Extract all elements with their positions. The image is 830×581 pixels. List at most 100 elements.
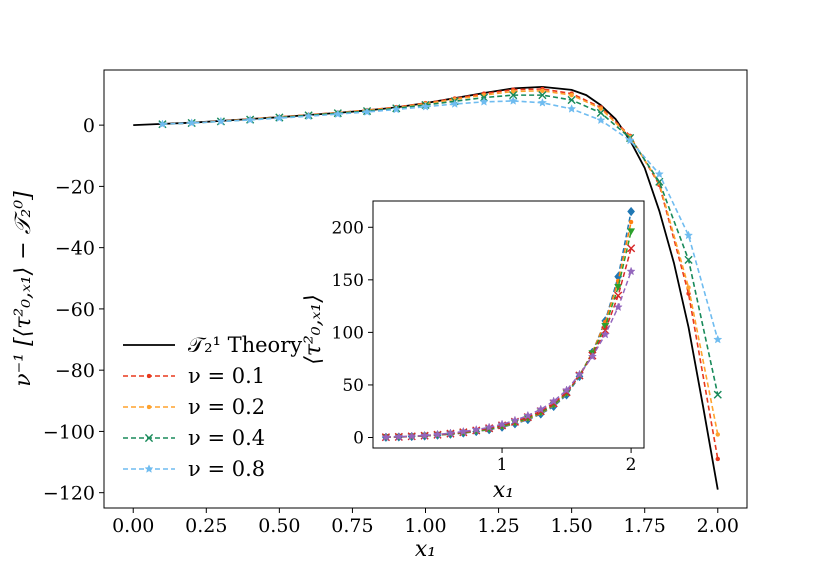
main-plot: 0.00 0.25 0.50 0.75 1.00 1.25 1.50 1.75 2.00 0 −20… [11,69,748,562]
inset-series-4-point [561,385,572,395]
x-tick-label: 1.25 [477,515,519,537]
inset-plot: 1 2 0 50 100 150 200 x₁ ⟨τ²₀,ₓ₁⟩ [301,200,645,503]
series-3-point [713,390,722,399]
inset-series-4-point [497,419,507,429]
series-4-point [713,334,723,344]
inset-series-2-point [614,284,623,291]
x-tick-label: 0.25 [185,515,227,537]
series-4-point [567,104,577,113]
series-4-point [420,101,431,111]
series-3-point [567,95,576,105]
inset-series-4-point [381,432,391,442]
inset-series-4-point [549,396,559,406]
series-4-point [625,135,635,145]
inset-series-1-point [628,219,634,225]
inset-series-4-point [445,428,456,438]
inset-series-4-point [510,415,520,425]
series-2-point [598,106,604,111]
series-3-point [538,91,547,100]
legend-marker-4 [144,464,154,473]
inset-series-4-point [600,329,610,339]
series-1-point [715,456,721,462]
series-4-point [596,115,606,125]
y-tick-label: −120 [43,483,95,505]
series-2-point [569,92,574,98]
series-2-point [715,432,721,437]
y-tick-label: −20 [55,176,95,198]
inset-x-axis-label: x₁ [493,478,514,503]
y-tick-label: −40 [55,238,95,260]
series-4-point [537,97,547,107]
series-4-point [187,118,197,127]
inset-series-4-point [626,266,636,276]
x-tick-label: 0.75 [331,515,373,537]
inset-series-4-point [407,431,417,441]
series-2-point [686,285,691,290]
inset-series-4-point [458,426,468,436]
y-tick-label: −80 [55,360,95,382]
inset-frame [372,200,645,449]
y-axis-label: ν⁻¹ [⟨τ²₀,ₓ₁⟩ − 𝒯₂⁰] [11,191,36,387]
series-4-point [683,230,694,240]
series-4-point [362,107,372,116]
series-4-point [333,109,343,119]
series-4-point [245,115,255,124]
series-2-point [540,88,545,94]
inset-background [373,201,644,448]
legend-label: ν = 0.2 [188,395,265,419]
x-tick-label: 1.75 [624,515,666,537]
inset-y-tick-label: 50 [342,376,364,396]
inset-x-tick-label: 1 [497,455,508,475]
inset-series-0-point [627,206,636,217]
inset-series-4-point [484,422,494,432]
x-tick-label: 0.50 [258,515,300,537]
inset-y-tick-label: 150 [332,271,364,291]
series-4-point [157,119,168,129]
series-4-point [391,104,401,114]
inset-series-4-point [574,369,585,379]
series-2-point [510,89,516,94]
series-4-point [450,99,460,108]
series-3-point [684,255,693,264]
inset-series-3-point [614,291,623,300]
inset-series-4-point [420,430,430,440]
y-tick-label: 0 [83,115,95,137]
series-4-point [654,169,664,179]
x-tick-label: 1.50 [550,515,592,537]
inset-series-4-point [587,351,597,361]
series-4-point [304,111,314,121]
legend-label: ν = 0.8 [188,457,265,481]
series-4-point [508,96,518,105]
x-tick-label: 1.00 [404,515,446,537]
series-3-point [596,108,605,117]
inset-x-tick-label: 2 [626,455,637,475]
inset-series-3-point [627,244,636,253]
inset-series-2-point [627,228,636,236]
inset-y-axis-label: ⟨τ²₀,ₓ₁⟩ [301,294,326,365]
series-3-point [509,91,518,100]
legend-label: 𝒯₂¹ Theory [188,333,302,357]
legend-marker-1 [146,373,152,379]
inset-y-tick-label: 200 [332,218,364,238]
x-tick-label: 0.00 [112,515,154,537]
inset-series-4-point [432,429,443,439]
inset-y-tick-label: 100 [332,323,364,343]
legend-marker-3 [144,433,154,443]
series-4-point [479,97,489,106]
series-4-point [216,116,226,126]
inset-series-4-point [536,404,546,414]
inset-series-4-point [471,424,481,434]
x-tick-label: 2.00 [697,515,739,537]
inset-series-4-point [523,410,533,420]
series-3-point [655,177,664,186]
x-axis-label: x₁ [415,537,436,562]
series-line-4 [162,100,719,340]
legend-label: ν = 0.4 [188,426,265,450]
y-tick-label: −100 [43,421,95,443]
y-tick-label: −60 [55,299,95,321]
inset-y-tick-label: 0 [353,428,364,448]
legend-label: ν = 0.1 [188,364,265,388]
legend-marker-2 [146,404,152,410]
series-4-point [274,113,284,122]
